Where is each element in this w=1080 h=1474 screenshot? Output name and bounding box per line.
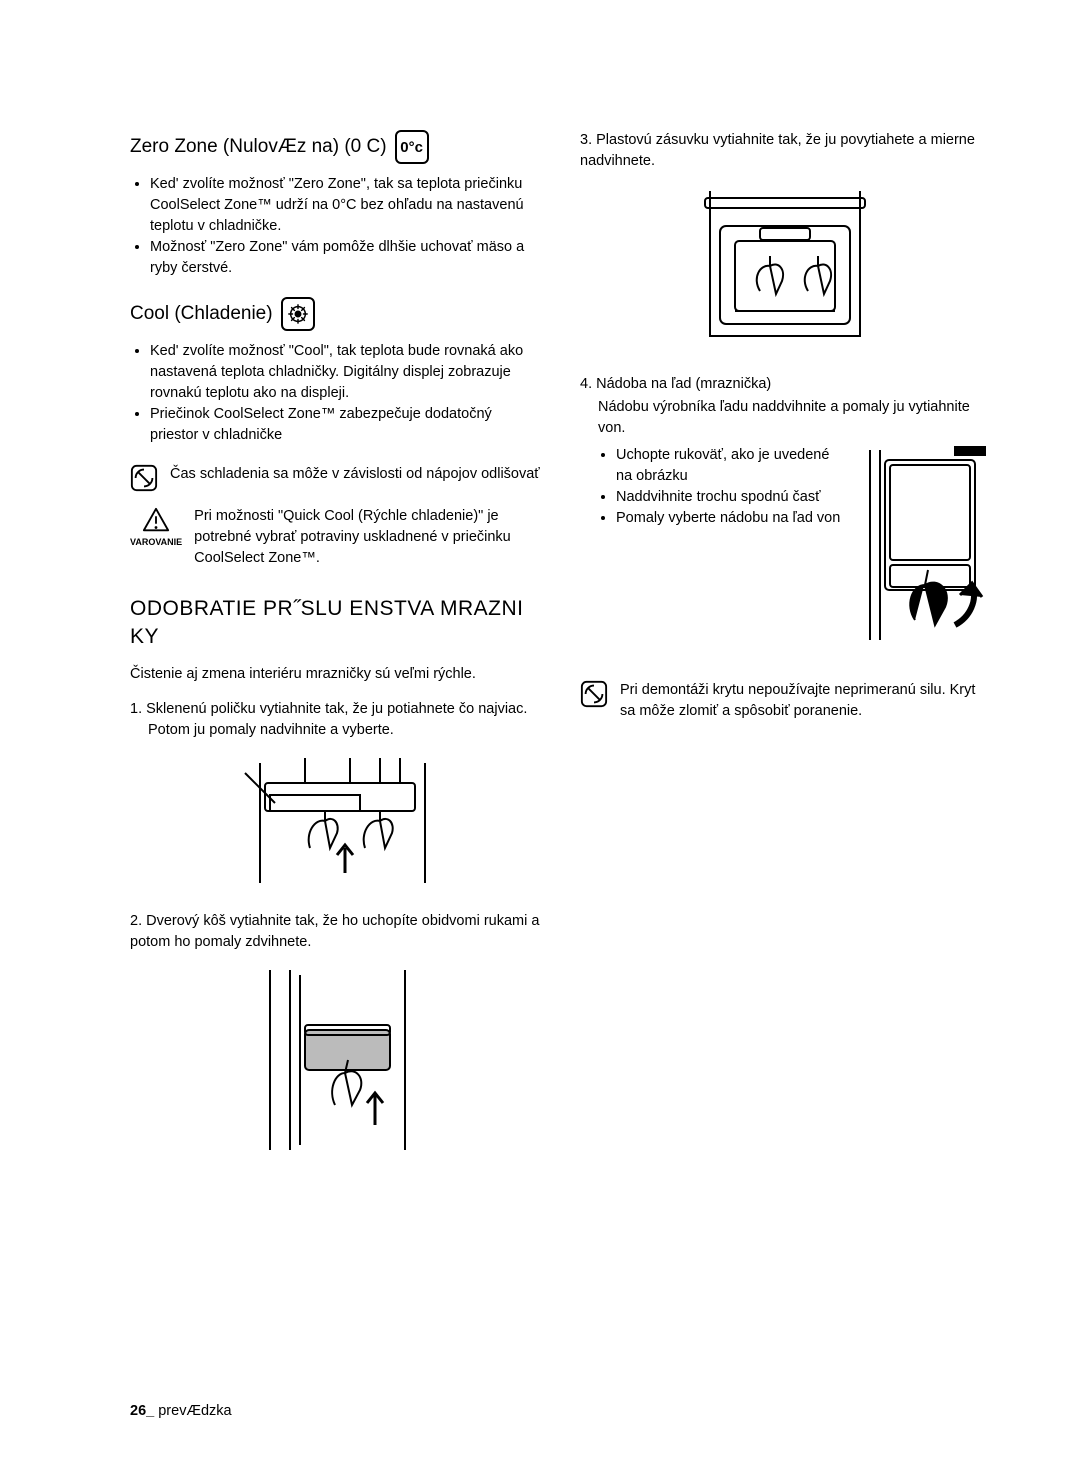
zero-zone-heading: Zero Zone (NulovÆz na) (0 C) 0°c [130,130,429,164]
zero-zone-b2: Možnosť "Zero Zone" vám pomôže dlhšie uc… [150,237,540,279]
cool-heading: Cool (Chladenie) [130,297,315,331]
cool-b2: Priečinok CoolSelect Zone™ zabezpečuje d… [150,404,540,446]
quick-cool-text: Pri možnosti "Quick Cool (Rýchle chladen… [194,506,540,569]
removal-intro: Čistenie aj zmena interiéru mrazničky sú… [130,664,540,685]
warning-icon [142,506,170,534]
final-note-text: Pri demontáži krytu nepoužívajte neprime… [620,680,990,722]
removal-step-4-title: 4. Nádoba na ľad (mraznička) [580,374,990,395]
removal-steps: 1. Sklenenú poličku vytiahnite tak, že j… [130,699,540,1155]
left-column: Zero Zone (NulovÆz na) (0 C) 0°c Ked' zv… [130,130,540,1173]
warning-label: VAROVANIE [130,536,182,549]
snowflake-icon [287,303,309,325]
figure-drawer [580,186,990,356]
removal-title: ODOBRATIE PR˝SLU ENSTVA MRAZNI KY [130,595,540,650]
time-note-text: Čas schladenia sa môže v závislosti od n… [170,464,540,492]
page-footer: 26_ prevÆdzka [130,1403,232,1419]
zero-zone-bullets: Ked' zvolíte možnosť "Zero Zone", tak sa… [130,174,540,279]
right-column: 3. Plastovú zásuvku vytiahnite tak, že j… [580,130,990,1173]
cool-title: Cool (Chladenie) [130,303,273,325]
time-note: Čas schladenia sa môže v závislosti od n… [130,464,540,492]
removal-step-3: 3. Plastovú zásuvku vytiahnite tak, že j… [580,130,990,172]
step4-bullets: Uchopte rukoväť, ako je uvedené na obráz… [580,445,846,529]
figure-door-bin [130,965,540,1155]
zero-zone-b1: Ked' zvolíte možnosť "Zero Zone", tak sa… [150,174,540,237]
zero-zone-title: Zero Zone (NulovÆz na) (0 C) [130,136,387,158]
removal-step-1: 1. Sklenenú poličku vytiahnite tak, že j… [130,699,540,893]
note-icon [130,464,158,492]
removal-step-2: 2. Dverový kôš vytiahnite tak, že ho uch… [130,911,540,1155]
step4-b1: Uchopte rukoväť, ako je uvedené na obráz… [616,445,846,487]
cool-bullets: Ked' zvolíte možnosť "Cool", tak teplota… [130,341,540,446]
step4-b3: Pomaly vyberte nádobu na ľad von [616,508,846,529]
cool-snowflake-icon [281,297,315,331]
cool-b1: Ked' zvolíte možnosť "Cool", tak teplota… [150,341,540,404]
step4-b2: Naddvihnite trochu spodnú časť [616,487,846,508]
quick-cool-warning: VAROVANIE Pri možnosti "Quick Cool (Rých… [130,506,540,569]
note-icon [580,680,608,708]
final-note: Pri demontáži krytu nepoužívajte neprime… [580,680,990,722]
figure-shelf [130,753,540,893]
figure-ice-bucket [860,445,990,650]
page-label: prevÆdzka [154,1403,231,1419]
removal-step-4-intro: Nádobu výrobníka ľadu naddvihnite a poma… [580,397,990,439]
zero-zone-icon: 0°c [395,130,429,164]
page-number: 26_ [130,1403,154,1419]
step4-split: Uchopte rukoväť, ako je uvedené na obráz… [580,445,990,650]
